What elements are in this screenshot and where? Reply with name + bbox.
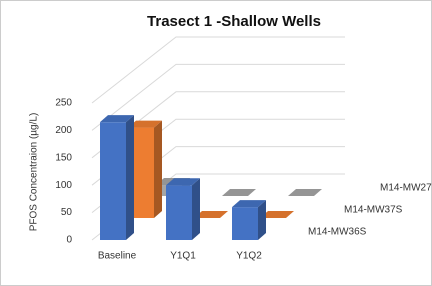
chart-border (1, 1, 432, 286)
bar (166, 178, 200, 240)
y-tick-label: 250 (55, 98, 72, 109)
legend-label: M14-MW37S (344, 205, 403, 216)
bar-face (258, 200, 266, 240)
legend-label: M14-MW27 (380, 183, 432, 194)
bar (232, 200, 266, 240)
y-tick-label: 100 (55, 180, 72, 191)
x-tick-label: Y1Q2 (236, 251, 262, 262)
y-tick-label: 50 (61, 207, 73, 218)
chart: Trasect 1 -Shallow Wells PFOS Concentrai… (0, 0, 432, 286)
bar-face (232, 207, 258, 240)
bar-face (126, 115, 134, 240)
x-tick-label: Y1Q1 (170, 251, 196, 262)
bar-face (166, 185, 192, 240)
y-axis-label: PFOS Concentraion (µg/L) (29, 113, 40, 232)
x-tick-label: Baseline (98, 251, 137, 262)
bar-face (154, 121, 162, 218)
legend-label: M14-MW36S (308, 227, 367, 238)
y-tick-label: 0 (66, 235, 72, 246)
y-tick-label: 200 (55, 125, 72, 136)
bar (100, 115, 134, 240)
bar-face (192, 178, 200, 240)
y-tick-label: 150 (55, 152, 72, 163)
chart-title: Trasect 1 -Shallow Wells (147, 13, 321, 30)
bar-face (100, 122, 126, 240)
